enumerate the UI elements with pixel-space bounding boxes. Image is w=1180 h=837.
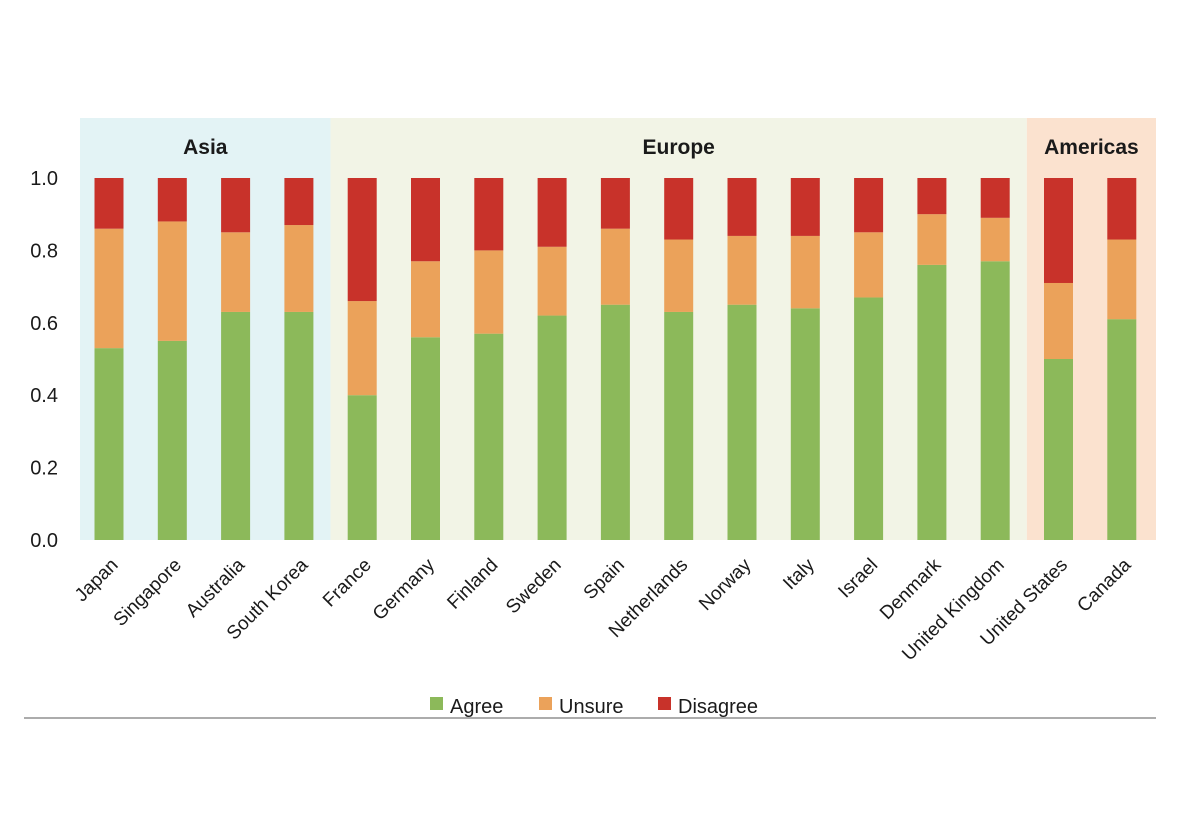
bar-unsure-japan [94, 228, 124, 349]
y-axis: 0.0 0.2 0.4 0.6 0.8 1.0 [30, 168, 58, 552]
bar-unsure-finland [474, 250, 504, 334]
bar-agree-finland [474, 333, 504, 540]
bar-agree-south-korea [284, 311, 314, 540]
bar-unsure-spain [600, 228, 630, 305]
bar-agree-germany [411, 337, 440, 540]
legend-swatch-agree [430, 697, 443, 710]
bar-agree-australia [221, 311, 251, 540]
bar-unsure-france [347, 301, 377, 396]
bar-unsure-sweden [537, 246, 567, 316]
bar-agree-canada [1107, 319, 1137, 540]
category-label: Sweden [502, 555, 565, 618]
bar-unsure-united-kingdom [980, 217, 1010, 262]
y-tick-label: 0.0 [30, 530, 58, 552]
bar-disagree-japan [94, 178, 124, 229]
y-tick-label: 0.6 [30, 313, 58, 335]
y-tick-label: 0.2 [30, 458, 58, 480]
bar-agree-israel [854, 297, 884, 540]
bar-unsure-norway [727, 235, 757, 305]
bar-unsure-australia [221, 232, 251, 312]
bar-disagree-south-korea [284, 178, 314, 226]
bar-disagree-singapore [157, 178, 187, 222]
bar-disagree-netherlands [664, 178, 694, 240]
bar-disagree-united-states [1044, 178, 1073, 283]
bar-disagree-finland [474, 178, 504, 251]
category-label: Italy [779, 554, 819, 594]
bar-unsure-canada [1107, 239, 1137, 320]
bar-disagree-france [347, 178, 377, 302]
bar-unsure-united-states [1044, 282, 1073, 359]
bar-unsure-germany [411, 261, 440, 338]
bar-disagree-italy [790, 178, 820, 236]
legend-label-unsure: Unsure [559, 696, 623, 718]
category-label: Spain [580, 555, 629, 604]
category-label: Finland [443, 555, 502, 614]
legend-swatch-unsure [539, 697, 552, 710]
bar-disagree-germany [411, 178, 440, 262]
category-label: Singapore [110, 555, 186, 631]
bar-disagree-denmark [917, 178, 947, 215]
bar-agree-japan [94, 348, 124, 540]
region-label-americas: Americas [1044, 136, 1139, 159]
region-label-europe: Europe [643, 136, 715, 159]
bar-agree-singapore [157, 340, 187, 540]
bar-agree-italy [790, 308, 820, 540]
bar-agree-netherlands [664, 311, 694, 540]
category-label: Germany [369, 554, 439, 624]
bar-agree-sweden [537, 315, 567, 540]
bar-agree-norway [727, 304, 757, 540]
bars [94, 178, 1137, 540]
bar-agree-united-kingdom [980, 261, 1010, 540]
region-label-asia: Asia [183, 136, 228, 159]
y-tick-label: 0.8 [30, 240, 58, 262]
bar-disagree-sweden [537, 178, 567, 247]
category-label: Japan [71, 555, 122, 606]
bar-unsure-netherlands [664, 239, 694, 312]
bar-disagree-canada [1107, 178, 1137, 240]
bar-unsure-south-korea [284, 225, 314, 312]
bar-agree-denmark [917, 264, 947, 540]
category-label: France [319, 555, 376, 612]
legend: Agree Unsure Disagree [430, 696, 758, 718]
legend-label-agree: Agree [450, 696, 503, 718]
legend-label-disagree: Disagree [678, 696, 758, 718]
bar-disagree-australia [221, 178, 251, 233]
bar-unsure-italy [790, 235, 820, 309]
category-label: Norway [695, 554, 756, 615]
category-label: Canada [1073, 554, 1135, 616]
bar-unsure-denmark [917, 214, 947, 265]
legend-swatch-disagree [658, 697, 671, 710]
bar-agree-spain [600, 304, 630, 540]
bar-unsure-israel [854, 232, 884, 298]
category-label: Israel [834, 555, 882, 603]
bar-agree-united-states [1044, 359, 1073, 540]
bar-disagree-spain [600, 178, 630, 229]
bar-disagree-israel [854, 178, 884, 233]
bar-agree-france [347, 395, 377, 540]
bar-disagree-norway [727, 178, 757, 236]
bar-disagree-united-kingdom [980, 178, 1010, 218]
y-tick-label: 1.0 [30, 168, 58, 190]
bar-unsure-singapore [157, 221, 187, 341]
y-tick-label: 0.4 [30, 385, 58, 407]
